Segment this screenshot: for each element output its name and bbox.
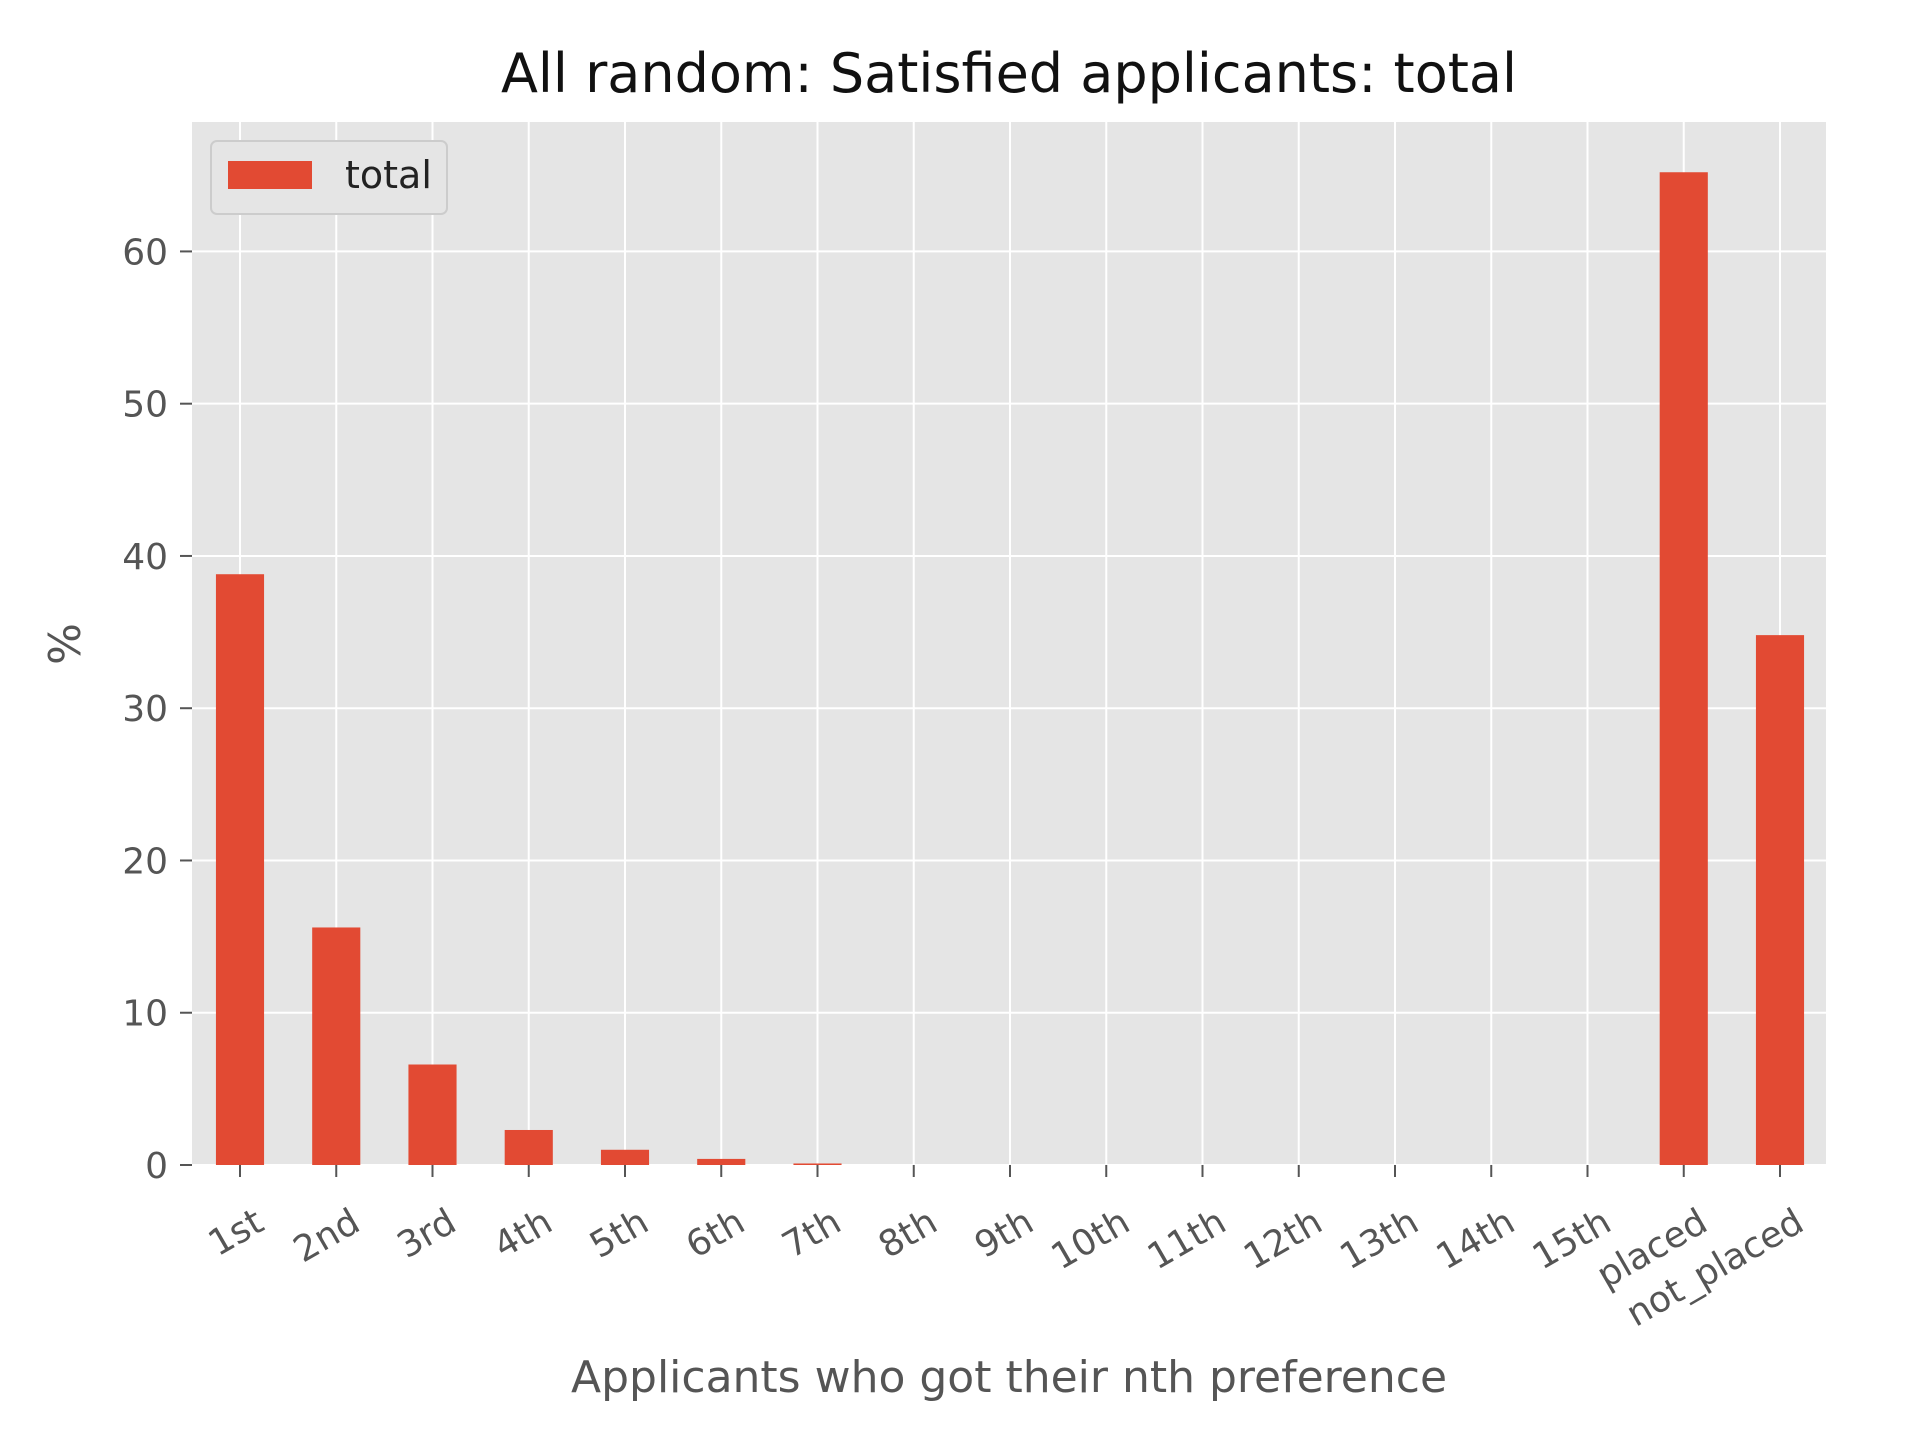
y-tick-label: 20 bbox=[122, 841, 168, 882]
y-tick-label: 0 bbox=[145, 1146, 168, 1187]
x-tick-label: 6th bbox=[679, 1201, 751, 1266]
grid-lines bbox=[192, 122, 1826, 1166]
y-tick-label: 60 bbox=[122, 232, 168, 273]
x-tick-label: 13th bbox=[1333, 1201, 1425, 1278]
legend-swatch bbox=[228, 161, 312, 189]
y-tick-label: 50 bbox=[122, 385, 168, 426]
bar-4th bbox=[504, 1129, 553, 1165]
x-tick-label: 4th bbox=[487, 1201, 559, 1266]
y-tick-label: 10 bbox=[122, 994, 168, 1035]
x-tick-label: 7th bbox=[776, 1201, 848, 1266]
x-tick-label: 8th bbox=[872, 1201, 944, 1266]
chart-title: All random: Satisfied applicants: total bbox=[501, 42, 1517, 105]
bar-3rd bbox=[408, 1064, 457, 1165]
legend-box bbox=[210, 140, 448, 215]
y-tick-label: 40 bbox=[122, 537, 168, 578]
bar-1st bbox=[215, 574, 265, 1165]
x-tick-label: 12th bbox=[1237, 1201, 1329, 1278]
legend-label: total bbox=[345, 153, 432, 197]
y-axis-ticks: 0 10 20 30 40 50 60 bbox=[122, 232, 192, 1187]
legend: total bbox=[210, 140, 448, 215]
bar-6th bbox=[697, 1158, 746, 1165]
bar-not_placed bbox=[1755, 635, 1805, 1165]
x-tick-label: 1st bbox=[202, 1201, 271, 1264]
x-tick-label: 11th bbox=[1141, 1201, 1233, 1278]
x-tick-label: 2nd bbox=[287, 1201, 367, 1271]
x-tick-label: 9th bbox=[968, 1201, 1040, 1266]
x-tick-label: 5th bbox=[583, 1201, 655, 1266]
y-tick-label: 30 bbox=[122, 689, 168, 730]
x-tick-label: 10th bbox=[1045, 1201, 1137, 1278]
x-axis-label: Applicants who got their nth preference bbox=[571, 1352, 1447, 1403]
bars bbox=[215, 172, 1805, 1166]
bar-7th bbox=[793, 1163, 842, 1165]
bar-5th bbox=[600, 1149, 650, 1165]
x-tick-label: 3rd bbox=[391, 1201, 463, 1266]
x-tick-label: 14th bbox=[1430, 1201, 1522, 1278]
x-axis-ticks: 1st 2nd 3rd 4th 5th 6th 7th 8th 9th 10th 11th 12th 1… bbox=[202, 1165, 1811, 1335]
bar-2nd bbox=[312, 927, 361, 1165]
y-axis-label: % bbox=[40, 623, 91, 665]
bar-placed bbox=[1659, 172, 1708, 1166]
